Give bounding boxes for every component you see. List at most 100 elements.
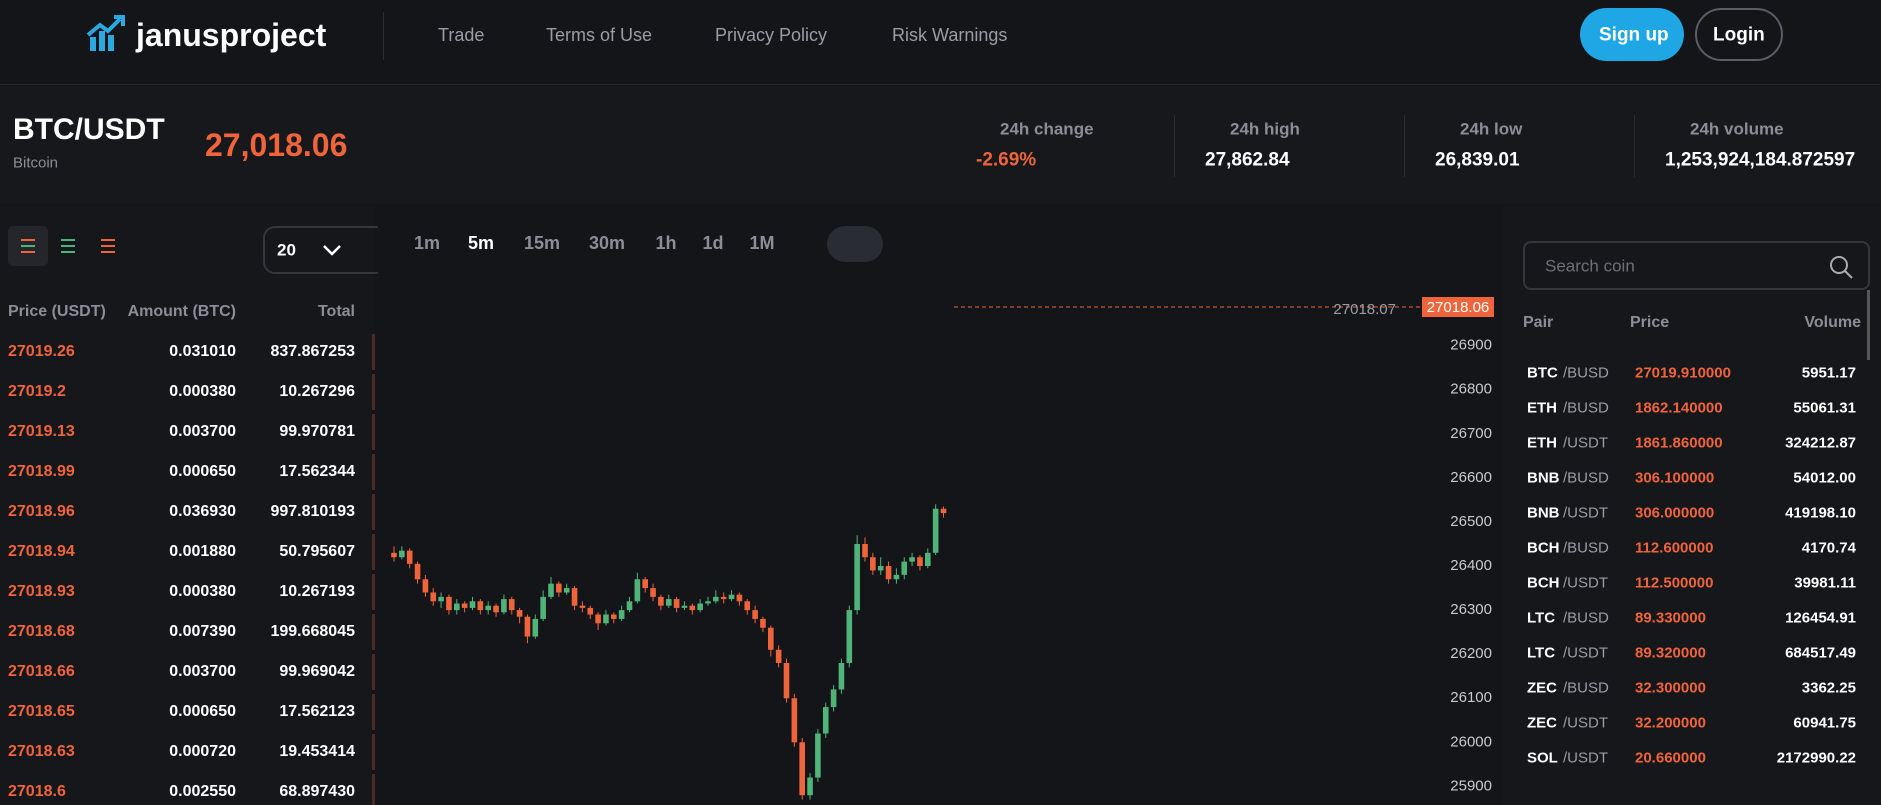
stat-value: 27,862.84	[1205, 149, 1290, 171]
login-button[interactable]	[1695, 8, 1783, 61]
market-price: 306.000000	[1635, 504, 1715, 522]
interval: 1h	[655, 233, 676, 253]
candle-body	[650, 588, 656, 597]
candle-body	[461, 603, 468, 608]
candle-body	[799, 742, 805, 796]
interval: 30m	[589, 233, 625, 253]
search-box[interactable]	[1523, 241, 1870, 290]
signup-button[interactable]	[1580, 8, 1684, 61]
candle-body	[430, 592, 437, 602]
stat-label: 24h change	[1000, 119, 1094, 139]
base-coin: BCH	[1527, 539, 1560, 557]
ask-total: 99.970781	[279, 423, 355, 440]
y-tick-label: 26500	[1450, 513, 1492, 530]
candle-body	[862, 544, 868, 558]
market-volume: 55061.31	[1793, 399, 1856, 417]
market-price: 112.500000	[1635, 574, 1714, 592]
ask-total: 997.810193	[270, 503, 355, 520]
quote-coin: /USDT	[1563, 749, 1608, 767]
signup-label: Sign up	[1599, 24, 1669, 46]
candle-body	[665, 599, 672, 606]
ask-amount: 0.000650	[169, 703, 236, 720]
stat-label: 24h low	[1460, 119, 1523, 139]
market-volume: 126454.91	[1785, 609, 1856, 627]
candle-body	[642, 579, 648, 589]
market-volume: 60941.75	[1793, 714, 1856, 732]
ask-total: 10.267193	[279, 583, 355, 600]
candlestick-chart: 1m 5m 15m 30m 1h 1d 1M 26900 26800 26700 26600 2650…	[391, 226, 1494, 800]
divider	[1174, 115, 1175, 177]
market-panel	[1502, 206, 1881, 805]
ask-total: 50.795607	[279, 543, 355, 560]
candle-body	[391, 552, 397, 558]
candle-body	[775, 649, 782, 663]
nav-link: Privacy Policy	[715, 25, 828, 45]
ask-total: 17.562123	[279, 703, 355, 720]
candle-body	[713, 596, 719, 602]
depth-bar	[372, 334, 375, 370]
ask-amount: 0.031010	[169, 343, 236, 360]
chevron	[323, 245, 341, 256]
candle-body	[720, 596, 727, 600]
depth-value: 20	[277, 240, 296, 260]
interval: 1m	[414, 233, 440, 253]
base-coin: BNB	[1527, 469, 1560, 487]
candle-body	[438, 596, 444, 602]
market-price: 1861.860000	[1635, 434, 1723, 452]
candle-body	[689, 605, 696, 611]
search-placeholder: Search coin	[1545, 256, 1635, 276]
scrollbar	[1867, 290, 1870, 360]
candle-body	[571, 588, 578, 606]
candle-body	[587, 607, 594, 615]
depth-bar	[372, 654, 375, 690]
candle-body	[822, 707, 829, 734]
base-coin: ETH	[1527, 434, 1557, 452]
candle-body	[673, 599, 680, 608]
market-price: 27019.910000	[1635, 364, 1731, 382]
ask-price: 27018.63	[8, 743, 75, 760]
ask-amount: 0.001880	[169, 543, 236, 560]
candle-body	[556, 583, 562, 593]
stat-value: -2.69%	[976, 149, 1037, 171]
candle-body	[909, 557, 915, 562]
candle-body	[815, 733, 821, 778]
ask-amount: 0.002550	[169, 783, 236, 800]
nav-link: Terms of Use	[546, 25, 653, 45]
login-label: Login	[1713, 24, 1765, 46]
ask-amount: 0.003700	[169, 423, 236, 440]
candle-body	[485, 605, 491, 611]
candle-body	[940, 508, 947, 514]
candle-body	[917, 557, 923, 567]
candle-body	[516, 610, 523, 617]
candle-body	[603, 614, 609, 624]
market-volume: 2172990.22	[1776, 749, 1856, 767]
header	[0, 0, 1881, 85]
market-volume: 684517.49	[1785, 644, 1856, 662]
candle-body	[634, 579, 641, 602]
ask-total: 19.453414	[279, 743, 355, 760]
depth-bar	[372, 494, 375, 530]
candle-body	[925, 552, 931, 567]
candle-body	[846, 610, 853, 663]
market-volume: 3362.25	[1801, 679, 1856, 697]
candle-body	[681, 605, 688, 608]
ask-amount: 0.000380	[169, 383, 236, 400]
depth-bar	[372, 694, 375, 730]
quote-coin: /BUSD	[1563, 469, 1609, 487]
candle-body	[618, 610, 625, 619]
quote-coin: /BUSD	[1563, 399, 1609, 417]
market-volume: 4170.74	[1801, 539, 1856, 557]
candle-body	[885, 566, 892, 580]
col-header: Pair	[1523, 314, 1554, 331]
ask-total: 10.267296	[279, 383, 355, 400]
market-price: 1862.140000	[1635, 399, 1723, 417]
price-tag: 27018.06	[1427, 299, 1490, 316]
candle-body	[783, 662, 790, 699]
divider	[1634, 115, 1635, 177]
base-coin: ZEC	[1527, 679, 1557, 697]
candle-body	[932, 508, 939, 553]
ask-price: 27018.66	[8, 663, 75, 680]
market-price: 306.100000	[1635, 469, 1715, 487]
candle-body	[477, 601, 484, 611]
candle-body	[752, 610, 758, 619]
